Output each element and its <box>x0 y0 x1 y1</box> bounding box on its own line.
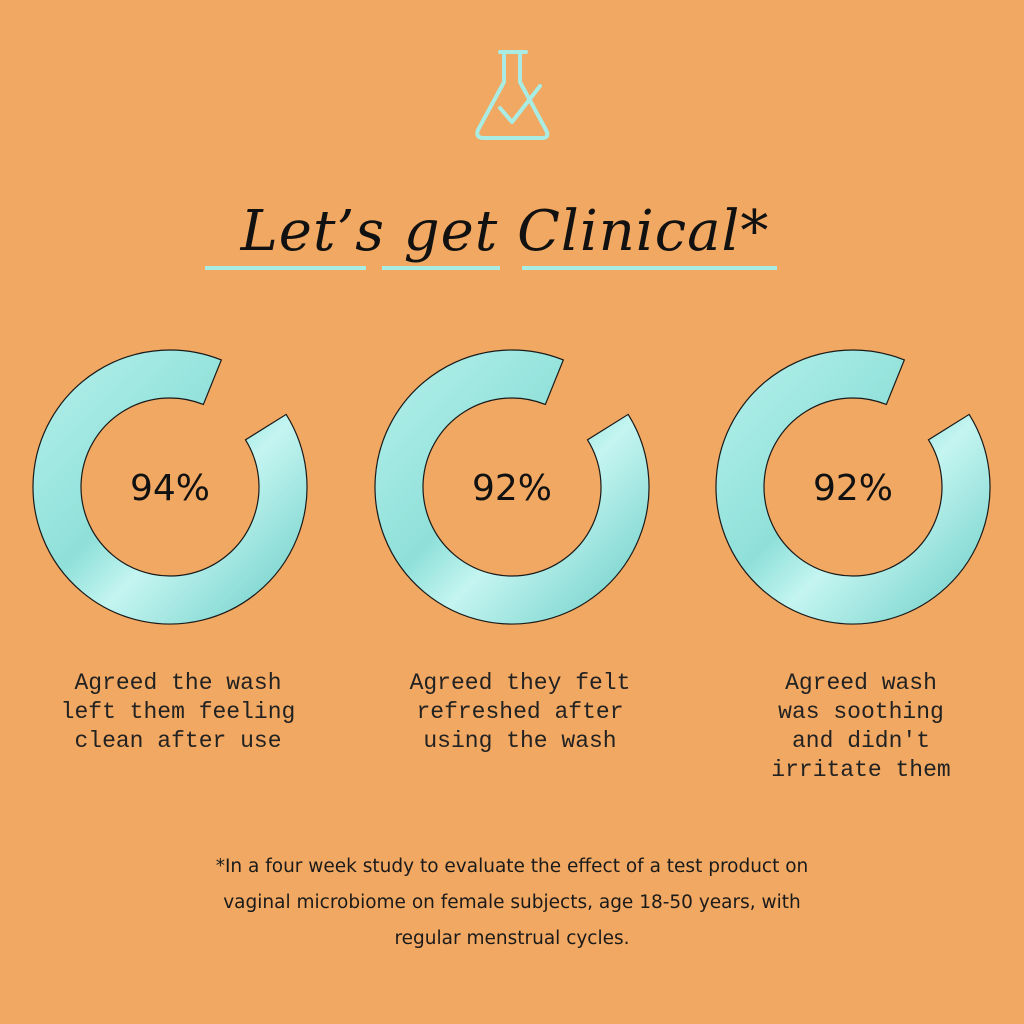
stat-caption: Agreed they felt <box>410 670 631 696</box>
stat-caption: Agreed the wash <box>74 670 281 696</box>
stat-caption: clean after use <box>74 728 281 754</box>
footnote-line: *In a four week study to evaluate the ef… <box>216 856 809 877</box>
footnote-line: vaginal microbiome on female subjects, a… <box>223 892 801 913</box>
stat-caption: Agreed wash <box>785 670 937 696</box>
flask-icon <box>475 50 550 140</box>
stat-value: 92% <box>472 468 552 509</box>
ring <box>32 349 308 625</box>
ring <box>374 349 650 625</box>
stat-caption: using the wash <box>423 728 616 754</box>
stat-caption: irritate them <box>771 757 950 783</box>
title: Let’s get Clinical* <box>240 199 770 264</box>
stat-caption: and didn't <box>792 728 930 754</box>
stat-caption: left them feeling <box>61 699 296 725</box>
stats: 94% Agreed the wash left them feeling clean… <box>32 349 991 783</box>
stat-caption: was soothing <box>778 699 944 725</box>
stat-caption: refreshed after <box>416 699 623 725</box>
stat-value: 92% <box>813 468 893 509</box>
footnote: *In a four week study to evaluate the ef… <box>216 856 809 949</box>
stat-value: 94% <box>130 468 210 509</box>
footnote-line: regular menstrual cycles. <box>394 928 629 949</box>
ring <box>715 349 991 625</box>
